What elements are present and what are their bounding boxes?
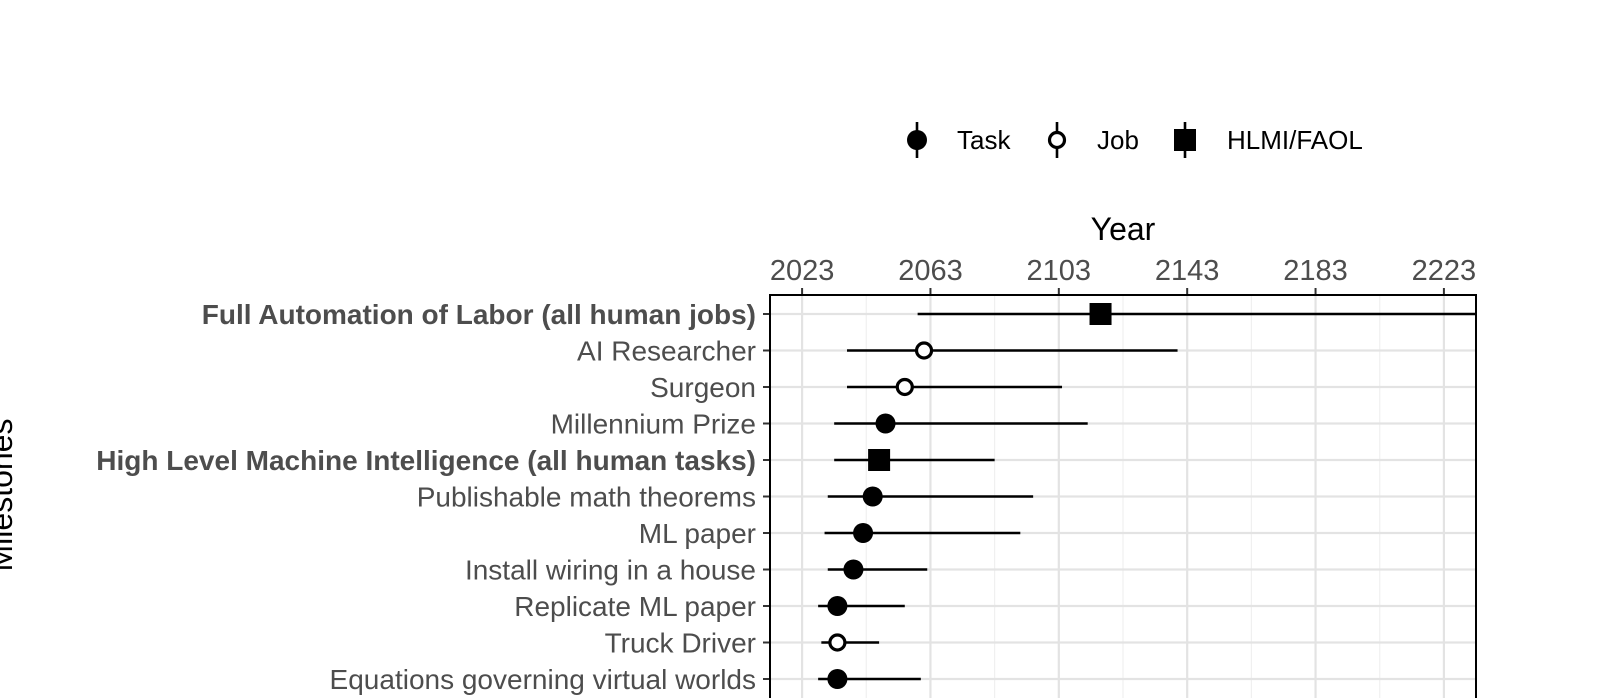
- x-tick-label: 2063: [898, 255, 963, 287]
- median-marker-filled-circle: [875, 413, 896, 434]
- milestone-point: [818, 596, 905, 616]
- milestone-point: [847, 341, 1178, 360]
- x-tick-label: 2183: [1283, 255, 1348, 287]
- median-marker-square: [868, 449, 891, 471]
- median-marker-filled-circle: [862, 486, 883, 507]
- milestone-label: Truck Driver: [605, 628, 756, 659]
- legend-entry: Task: [907, 122, 1011, 158]
- milestone-label: Publishable math theorems: [417, 482, 756, 513]
- x-axis-title: Year: [1091, 211, 1156, 247]
- plot-panel-border: [769, 294, 1477, 698]
- milestone-point: [824, 523, 1021, 543]
- milestone-point: [834, 449, 995, 471]
- median-marker-filled-circle: [853, 523, 874, 543]
- milestone-point: [847, 377, 1063, 397]
- median-marker-open-circle: [895, 377, 914, 397]
- milestone-label: ML paper: [639, 518, 756, 549]
- milestone-point: [821, 633, 880, 652]
- milestone-label: Millennium Prize: [551, 409, 756, 440]
- x-tick-label: 2223: [1412, 255, 1477, 287]
- y-axis-labels: Full Automation of Labor (all human jobs…: [96, 299, 770, 695]
- x-tick-label: 2103: [1027, 255, 1092, 287]
- milestone-point: [818, 669, 921, 689]
- milestone-label: Surgeon: [650, 372, 756, 403]
- median-marker-open-circle: [914, 341, 934, 360]
- milestone-label: High Level Machine Intelligence (all hum…: [96, 445, 756, 476]
- median-marker-square: [1174, 129, 1196, 151]
- milestone-point: [917, 303, 1476, 325]
- x-tick-label: 2143: [1155, 255, 1220, 287]
- median-marker-filled-circle: [827, 596, 848, 616]
- y-axis-title: Milestones: [0, 419, 19, 572]
- median-marker-filled-circle: [843, 559, 864, 580]
- legend-entry: Job: [1047, 122, 1139, 158]
- legend: Task Job HLMI/FAOL: [907, 122, 1363, 158]
- x-tick-label: 2023: [770, 255, 835, 287]
- milestone-point: [834, 413, 1088, 434]
- milestone-label: Full Automation of Labor (all human jobs…: [202, 299, 756, 330]
- median-marker-open-circle: [1047, 130, 1067, 150]
- milestone-label: Replicate ML paper: [514, 591, 756, 622]
- legend-label: Task: [957, 125, 1011, 155]
- milestone-point: [827, 486, 1034, 507]
- median-marker-filled-circle: [907, 130, 927, 150]
- median-marker-open-circle: [828, 633, 847, 652]
- legend-label: HLMI/FAOL: [1227, 125, 1363, 155]
- data-marks: [818, 303, 1476, 689]
- milestone-label: Equations governing virtual worlds: [330, 664, 756, 695]
- legend-entry: HLMI/FAOL: [1174, 122, 1363, 158]
- median-marker-filled-circle: [827, 669, 848, 689]
- milestone-label: Install wiring in a house: [465, 555, 756, 586]
- x-axis-ticks: 2023 2063 2103 2143 2183 2223: [770, 255, 1476, 295]
- legend-label: Job: [1097, 125, 1139, 155]
- milestone-label: AI Researcher: [577, 336, 756, 367]
- median-marker-square: [1089, 303, 1112, 325]
- milestone-point: [827, 559, 928, 580]
